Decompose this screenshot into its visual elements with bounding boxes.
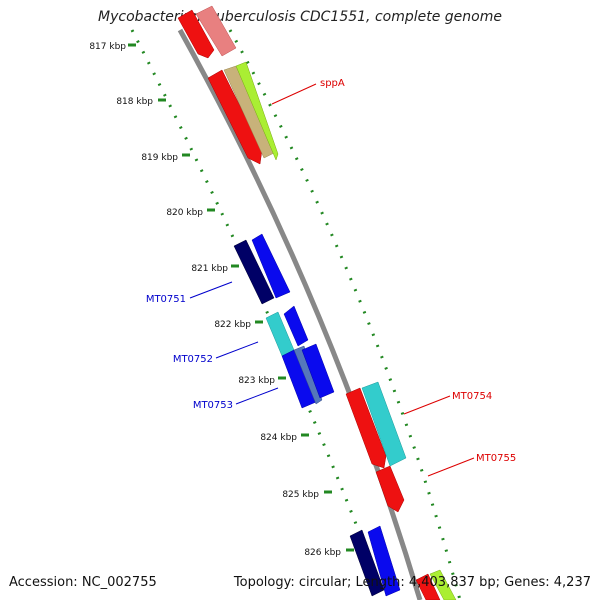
inner-tick-arc bbox=[130, 29, 372, 561]
tick-label: 824 kbp bbox=[260, 433, 297, 443]
gene-arrow[interactable] bbox=[361, 381, 407, 467]
gene-arrow[interactable] bbox=[235, 61, 279, 161]
gene-arrow[interactable] bbox=[349, 529, 385, 597]
tick-label: 819 kbp bbox=[141, 153, 178, 163]
gene-arrow[interactable] bbox=[415, 573, 441, 600]
genome-backbone bbox=[177, 28, 423, 600]
gene-arrow[interactable] bbox=[367, 525, 401, 597]
gene-label-MT0751[interactable]: MT0751 bbox=[146, 294, 186, 305]
gene-arrow[interactable] bbox=[233, 239, 275, 305]
gene-arrow[interactable] bbox=[251, 233, 291, 299]
tick-label: 817 kbp bbox=[89, 42, 126, 52]
gene-arrow[interactable] bbox=[283, 305, 309, 347]
tick-label: 826 kbp bbox=[304, 548, 341, 558]
tick-label: 820 kbp bbox=[166, 208, 203, 218]
leader-line-MT0754 bbox=[403, 395, 451, 415]
gene-label-MT0753[interactable]: MT0753 bbox=[193, 400, 233, 411]
outer-tick-arc bbox=[228, 29, 462, 600]
gene-label-MT0754[interactable]: MT0754 bbox=[452, 391, 492, 402]
forward-strand-genes bbox=[177, 5, 457, 600]
leader-line-MT0753 bbox=[235, 387, 279, 405]
scale-ticks bbox=[128, 43, 354, 552]
tick-label: 823 kbp bbox=[238, 376, 275, 386]
tick-label: 825 kbp bbox=[282, 490, 319, 500]
gene-arrow[interactable] bbox=[345, 387, 387, 469]
gene-label-MT0755[interactable]: MT0755 bbox=[476, 453, 516, 464]
tick-label: 822 kbp bbox=[214, 320, 251, 330]
tick-label: 818 kbp bbox=[116, 97, 153, 107]
leader-line-sppA bbox=[271, 83, 317, 105]
gene-arrow[interactable] bbox=[207, 69, 263, 165]
gene-arrow[interactable] bbox=[375, 465, 405, 513]
gene-arrow[interactable] bbox=[195, 5, 237, 57]
gene-arrow[interactable] bbox=[293, 345, 323, 405]
gene-label-MT0752[interactable]: MT0752 bbox=[173, 354, 213, 365]
label-leaders bbox=[189, 83, 475, 477]
leader-line-MT0751 bbox=[189, 281, 233, 299]
genome-summary-text: Topology: circular; Length: 4,403,837 bp… bbox=[233, 575, 591, 590]
leader-line-MT0752 bbox=[215, 341, 259, 359]
leader-line-MT0755 bbox=[427, 457, 475, 477]
gene-arrow[interactable] bbox=[429, 569, 457, 600]
gene-label-sppA[interactable]: sppA bbox=[320, 78, 345, 89]
accession-text: Accession: NC_002755 bbox=[9, 575, 157, 590]
gene-arrow[interactable] bbox=[177, 9, 215, 59]
tick-label: 821 kbp bbox=[191, 264, 228, 274]
reverse-strand-genes bbox=[233, 233, 401, 597]
gene-arrow[interactable] bbox=[301, 343, 335, 399]
